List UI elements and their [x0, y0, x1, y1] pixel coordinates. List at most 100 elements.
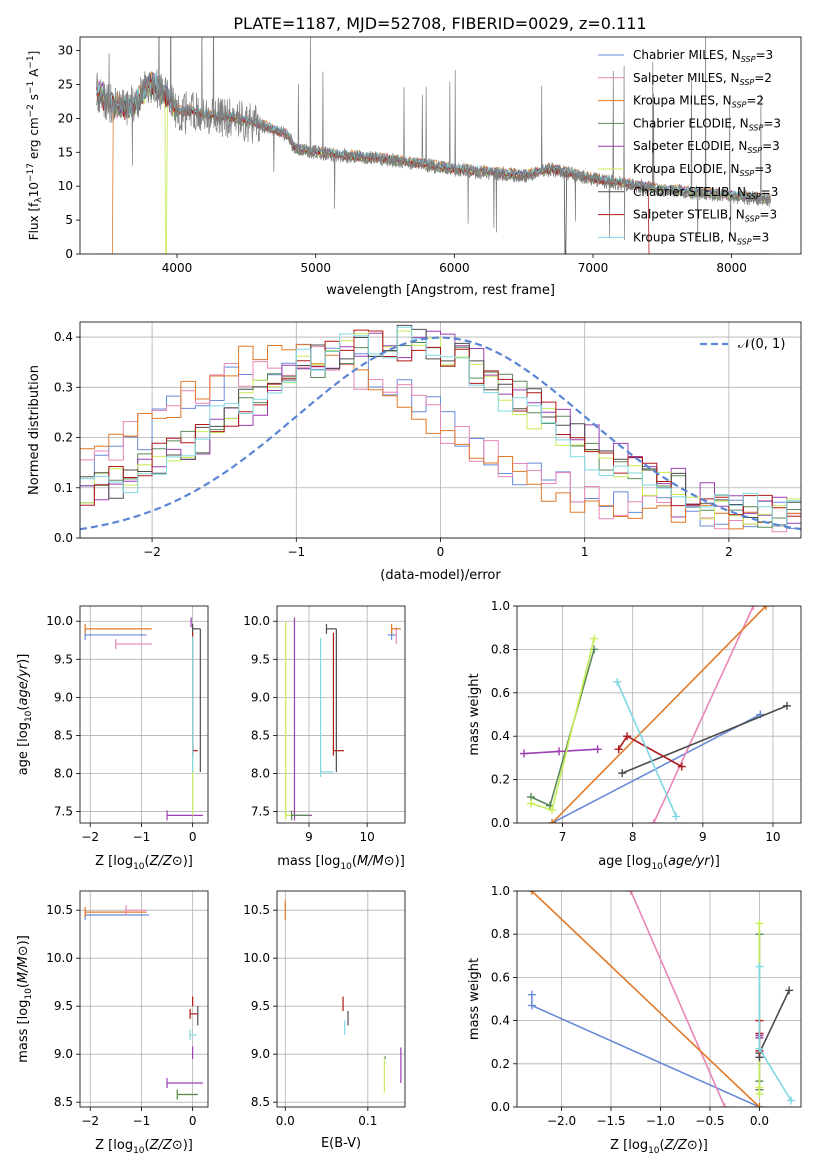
model-spectrum-line: [96, 72, 771, 201]
y-tick-label: 20: [58, 111, 73, 125]
weight-line: [531, 994, 760, 1107]
grid-lines: [277, 606, 405, 823]
gaussian-curve: [80, 336, 801, 531]
x-tick-label: −2.0: [547, 1114, 576, 1128]
axes-frame: [276, 890, 406, 1108]
axis-label-text: ⊙)]: [172, 854, 193, 869]
y-axis-label-part: −1: [26, 55, 36, 68]
axis-label-text: age/yr: [16, 662, 31, 705]
axis-label-text: )]: [16, 654, 31, 664]
axes-residuals: −2 −1 0 1 2 0.0 0.1 0.2 0.3 0.4 (data-model)/error…: [27, 321, 802, 583]
legend-text: Chabrier ELODIE, N: [633, 116, 749, 130]
y-tick-label: 0.6: [491, 686, 510, 700]
x-tick-label: 10: [765, 830, 780, 844]
legend-text: Kroupa ELODIE, N: [633, 162, 740, 176]
legend-text: =3: [762, 139, 780, 153]
axes-mass-vs-Z: −2 −1 08.59.09.510.010.5Z [log10(Z/Z⊙)]mas…: [16, 890, 209, 1156]
grid-lines: [80, 891, 208, 1107]
legend-text: Chabrier MILES, N: [633, 48, 741, 62]
y-tick-label: 0.6: [491, 970, 510, 984]
legend-label: Chabrier ELODIE, NSSP=3: [633, 116, 781, 132]
axes-frame: [79, 605, 209, 824]
plot-area: [80, 324, 801, 538]
axis-label-text: ⊙)]: [687, 1138, 708, 1153]
y-tick-label: 5: [65, 213, 73, 227]
y-tick-label: 0.2: [54, 431, 73, 445]
y-tick-label: 8.5: [251, 1095, 270, 1109]
legend-label: Salpeter STELIB, NSSP=3: [633, 208, 777, 224]
axis-label-text: age [log: [16, 722, 31, 775]
y-tick-label: 0.0: [491, 1100, 510, 1114]
grid-lines: [277, 891, 405, 1107]
axis-label-sub: 10: [133, 1146, 145, 1156]
y-tick-label: 0.4: [491, 729, 510, 743]
y-tick-label: 9.5: [54, 999, 73, 1013]
y-tick-label: 0.3: [54, 380, 73, 394]
x-tick-label: 7: [559, 830, 567, 844]
legend-sub: SSP: [740, 169, 755, 178]
legend-text: =3: [754, 162, 772, 176]
axes-frame: [79, 36, 802, 255]
y-tick-label: 0.0: [54, 531, 73, 545]
axis-label-text: age/yr: [668, 854, 711, 869]
y-tick-label: 10.0: [243, 614, 270, 628]
legend-sub: SSP: [737, 237, 752, 246]
y-tick-label: 0.8: [491, 642, 510, 656]
y-tick-label: 0.8: [491, 927, 510, 941]
y-axis-label: mass weight: [467, 958, 482, 1040]
legend-sub: SSP: [749, 123, 764, 132]
x-tick-label: 7000: [578, 261, 609, 275]
legend-label: Kroupa STELIB, NSSP=3: [633, 230, 769, 246]
axis-label-text: (: [660, 1138, 665, 1153]
axes-weight-vs-age: 7 8 9 10 0.0 0.2 0.4 0.6 0.8 1.0 mass weight age [l…: [467, 599, 802, 872]
x-tick-label: 1: [581, 545, 589, 559]
y-tick-label: 7.5: [251, 805, 270, 819]
plot-area: [520, 606, 791, 823]
y-tick-label: 15: [58, 145, 73, 159]
observed-spectrum-line: [96, 37, 771, 241]
axes-frame: [516, 890, 802, 1108]
weight-line: [531, 891, 760, 1107]
y-axis-label-part: −17: [26, 163, 36, 182]
y-axis-label-part: λ: [34, 197, 44, 203]
x-tick-label: −1: [133, 1114, 151, 1128]
axis-label-text: ⊙)]: [172, 1138, 193, 1153]
legend-sub: SSP: [746, 192, 761, 201]
axis-label-text: Z [log: [95, 854, 133, 869]
legend-text: =3: [763, 116, 781, 130]
axis-label-sub: 10: [340, 862, 352, 872]
legend-text: =3: [755, 48, 773, 62]
x-tick-label: 0.0: [750, 1114, 769, 1128]
axis-label-text: Z [log: [95, 1138, 133, 1153]
histogram-kroupa-miles: [80, 344, 801, 538]
axis-label-text: ⊙)]: [384, 854, 405, 869]
y-axis-label: Flux [fλ10−17 erg cm−2 s−1 A−1]: [26, 51, 44, 241]
legend-sub: SSP: [732, 101, 747, 110]
axis-label-text: M/M: [16, 956, 31, 983]
y-axis-label-part: erg cm: [27, 117, 41, 163]
axis-label-sub: 10: [651, 862, 663, 872]
y-axis-label-part: A: [27, 68, 41, 81]
x-axis-label: wavelength [Angstrom, rest frame]: [326, 283, 555, 298]
axis-label-text: age [log: [598, 854, 651, 869]
legend-label: Salpeter MILES, NSSP=2: [633, 71, 772, 87]
y-tick-label: 0.2: [491, 773, 510, 787]
x-tick-label: 0: [189, 830, 197, 844]
weight-line: [758, 990, 790, 1058]
axis-label: Z [log10(Z/Z⊙)]: [95, 854, 193, 872]
axis-label-sub: 10: [648, 1146, 660, 1156]
y-tick-label: 9.0: [54, 1047, 73, 1061]
axis-label-text: (: [16, 983, 31, 988]
x-tick-label: −2: [143, 545, 161, 559]
plot-area: [285, 617, 401, 821]
y-tick-label: 10.5: [46, 903, 73, 917]
x-tick-label: 9: [305, 830, 313, 844]
x-tick-label: 4000: [162, 261, 193, 275]
axis-label: Z [log10(Z/Z⊙)]: [610, 1138, 708, 1156]
y-tick-label: 10: [58, 179, 73, 193]
legend-sub: SSP: [740, 78, 755, 87]
y-tick-label: 9.5: [54, 652, 73, 666]
x-tick-label: 0.1: [358, 1114, 377, 1128]
